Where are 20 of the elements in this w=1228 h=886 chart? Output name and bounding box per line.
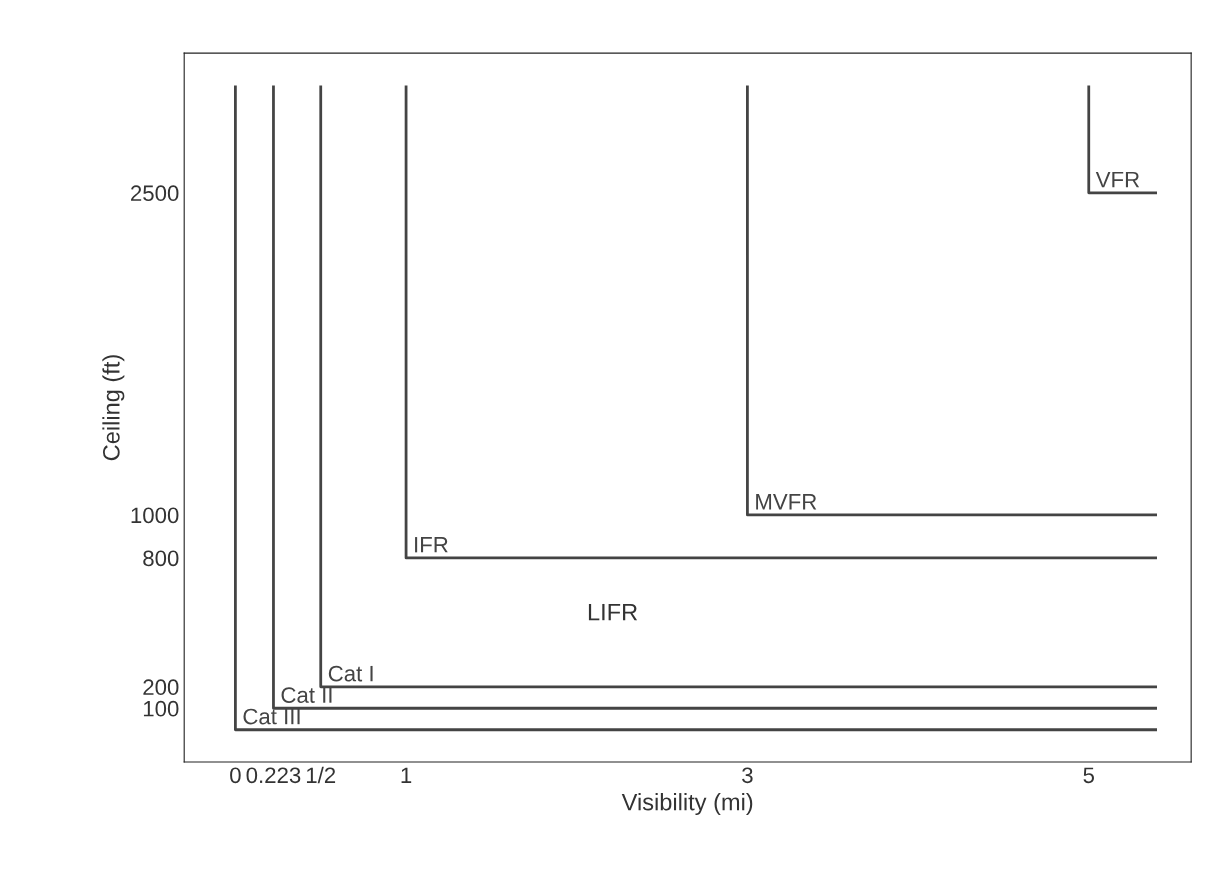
x-tick-label: 0 — [230, 767, 241, 784]
x-tick-label: 0.223 — [246, 767, 301, 784]
series-label: Cat II — [281, 687, 332, 703]
y-tick-label: 2500 — [131, 185, 179, 202]
series-label: Cat III — [243, 708, 300, 725]
x-tick-label: 1 — [401, 767, 412, 783]
y-tick-label: 200 — [143, 679, 179, 696]
y-tick-label: 1000 — [131, 507, 179, 524]
y-axis-title: Ceiling (ft) — [102, 355, 125, 461]
series-label: VFR — [1095, 171, 1140, 188]
y-tick-label: 800 — [143, 550, 179, 567]
x-tick-label: 1/2 — [306, 766, 336, 784]
y-tick-label: 100 — [143, 700, 179, 717]
x-tick-label: 5 — [1083, 767, 1095, 784]
x-tick-label: 3 — [742, 767, 753, 784]
series-label: Cat I — [328, 665, 373, 682]
x-axis-title: Visibility (mi) — [621, 793, 753, 816]
series-label: MVFR — [756, 494, 817, 510]
annotation: LIFR — [588, 603, 638, 621]
series-label: IFR — [415, 537, 448, 553]
